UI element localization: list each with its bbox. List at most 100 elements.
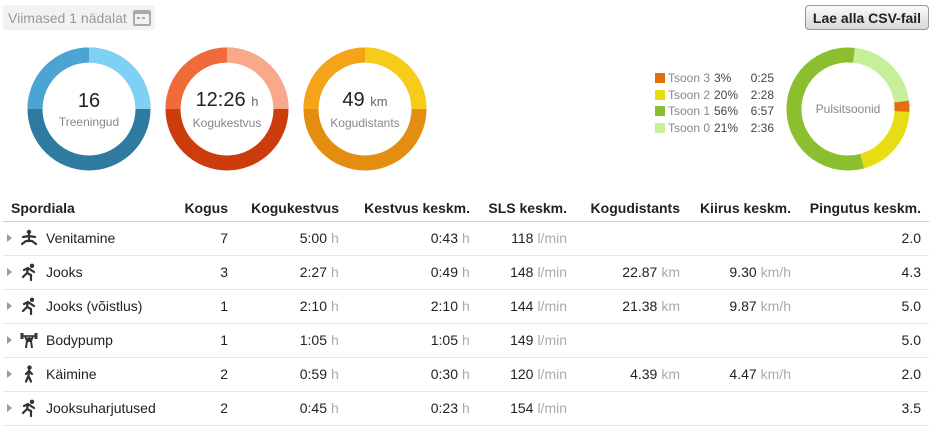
zone-time: 2:28 xyxy=(750,87,774,102)
distance-ring: 49 km Kogudistants xyxy=(302,46,428,172)
distance-caption: Kogudistants xyxy=(330,115,400,130)
zone-percent: 20% xyxy=(714,87,739,102)
sport-cell[interactable]: Venitamine xyxy=(3,221,168,256)
avg-effort-cell: 4.3 xyxy=(799,255,929,290)
sport-cell[interactable]: Jooks xyxy=(3,255,168,290)
zone-swatch xyxy=(655,122,665,133)
zone-name: Tsoon 3 xyxy=(668,71,711,85)
total-duration-cell: 0:45 h xyxy=(236,391,347,426)
sport-name: Jooksuharjutused xyxy=(46,400,156,416)
zone-name: Tsoon 2 xyxy=(668,87,711,102)
expand-icon[interactable] xyxy=(7,336,12,344)
period-selector[interactable]: Viimased 1 nädalat xyxy=(3,5,155,30)
zone-legend-item: Tsoon 2 20% 2:28 xyxy=(655,88,774,102)
total-distance-cell xyxy=(575,391,688,426)
avg-speed-cell: 9.30 km/h xyxy=(688,255,799,290)
duration-ring: 12:26 h Kogukestvus xyxy=(164,46,290,172)
ring-segment-mid xyxy=(303,47,366,110)
zone-percent: 56% xyxy=(714,104,739,118)
running-icon xyxy=(20,263,38,281)
avg-duration-cell: 0:23 h xyxy=(347,391,478,426)
avg-duration-cell: 0:43 h xyxy=(347,221,478,256)
expand-icon[interactable] xyxy=(7,404,12,412)
distance-unit: km xyxy=(370,93,388,109)
trainings-ring: 16 Treeningud xyxy=(26,46,152,172)
avg-speed-cell xyxy=(688,323,799,358)
avg-speed-cell xyxy=(688,221,799,256)
avg-hr-cell: 120 l/min xyxy=(478,357,575,392)
table-row[interactable]: Jooks (võistlus) 1 2:10 h 2:10 h 144 l/min … xyxy=(3,289,929,324)
total-distance-cell: 22.87 km xyxy=(575,255,688,290)
header-avg-speed[interactable]: Kiirus keskm. xyxy=(688,196,799,222)
avg-hr-cell: 148 l/min xyxy=(478,255,575,290)
zone-time: 6:57 xyxy=(750,104,774,118)
avg-duration-cell: 2:10 h xyxy=(347,289,478,324)
download-csv-button[interactable]: Lae alla CSV-fail xyxy=(805,5,929,30)
calendar-icon[interactable] xyxy=(132,9,151,26)
header-sport[interactable]: Spordiala xyxy=(3,196,168,222)
table-row[interactable]: Venitamine 7 5:00 h 0:43 h 118 l/min 2.0 xyxy=(3,221,929,256)
table-row[interactable]: Jooksuharjutused 2 0:45 h 0:23 h 154 l/min … xyxy=(3,391,929,426)
avg-effort-cell: 2.0 xyxy=(799,357,929,392)
avg-effort-cell: 3.5 xyxy=(799,391,929,426)
ring-segment-mid xyxy=(165,47,228,110)
zones-legend: Tsoon 3 3% 0:25 Tsoon 2 20% 2:28 Tsoon 1… xyxy=(655,71,774,137)
expand-icon[interactable] xyxy=(7,302,12,310)
distance-ring-chart xyxy=(303,47,427,171)
header-avg-hr[interactable]: SLS keskm. xyxy=(478,196,575,222)
avg-duration-cell: 0:30 h xyxy=(347,357,478,392)
header-total-duration[interactable]: Kogukestvus xyxy=(236,196,347,222)
avg-effort-cell: 2.0 xyxy=(799,221,929,256)
total-distance-cell: 4.39 km xyxy=(575,357,688,392)
sport-name: Käimine xyxy=(46,366,97,382)
count-cell: 1 xyxy=(168,323,236,358)
expand-icon[interactable] xyxy=(7,234,12,242)
header-avg-effort[interactable]: Pingutus keskm. xyxy=(799,196,929,222)
header-count[interactable]: Kogus xyxy=(168,196,236,222)
count-cell: 2 xyxy=(168,357,236,392)
expand-icon[interactable] xyxy=(7,370,12,378)
total-duration-cell: 5:00 h xyxy=(236,221,347,256)
duration-ring-chart xyxy=(165,47,289,171)
total-duration-cell: 1:05 h xyxy=(236,323,347,358)
duration-unit: h xyxy=(251,93,259,109)
walking-icon xyxy=(20,365,38,383)
avg-duration-cell: 0:49 h xyxy=(347,255,478,290)
ring-segment-mid xyxy=(27,47,90,110)
sport-cell[interactable]: Jooks (võistlus) xyxy=(3,289,168,324)
table-row[interactable]: Bodypump 1 1:05 h 1:05 h 149 l/min 5.0 xyxy=(3,323,929,358)
zone-legend-item: Tsoon 1 56% 6:57 xyxy=(655,104,774,118)
avg-speed-cell: 9.87 km/h xyxy=(688,289,799,324)
table-row[interactable]: Jooks 3 2:27 h 0:49 h 148 l/min 22.87 km 9.3… xyxy=(3,255,929,290)
zone-legend-item: Tsoon 3 3% 0:25 xyxy=(655,71,774,85)
zone-segment xyxy=(786,47,865,171)
expand-icon[interactable] xyxy=(7,268,12,276)
sport-cell[interactable]: Bodypump xyxy=(3,323,168,358)
zone-percent: 3% xyxy=(714,71,732,85)
zones-ring-chart xyxy=(786,47,910,171)
period-label: Viimased 1 nädalat xyxy=(8,9,127,26)
duration-caption: Kogukestvus xyxy=(192,115,262,130)
total-distance-cell: 21.38 km xyxy=(575,289,688,324)
count-cell: 7 xyxy=(168,221,236,256)
running-icon xyxy=(20,297,38,315)
zones-ring: Pulsitsoonid xyxy=(785,46,911,172)
ring-segment-accent xyxy=(226,47,289,110)
header-avg-duration[interactable]: Kestvus keskm. xyxy=(347,196,478,222)
duration-value: 12:26 xyxy=(195,88,246,111)
zone-segment xyxy=(894,100,910,113)
sport-name: Jooks xyxy=(46,264,83,280)
zone-swatch xyxy=(655,73,665,83)
zone-percent: 21% xyxy=(714,120,739,135)
sport-cell[interactable]: Käimine xyxy=(3,357,168,392)
stretching-icon xyxy=(20,229,38,247)
avg-hr-cell: 144 l/min xyxy=(478,289,575,324)
avg-hr-cell: 149 l/min xyxy=(478,323,575,358)
count-cell: 1 xyxy=(168,289,236,324)
avg-hr-cell: 118 l/min xyxy=(478,221,575,256)
zone-legend-item: Tsoon 0 21% 2:36 xyxy=(655,121,774,135)
sport-cell[interactable]: Jooksuharjutused xyxy=(3,391,168,426)
table-row[interactable]: Käimine 2 0:59 h 0:30 h 120 l/min 4.39 km 4.… xyxy=(3,357,929,392)
sports-table: Spordiala Kogus Kogukestvus Kestvus kesk… xyxy=(3,196,929,426)
header-total-distance[interactable]: Kogudistants xyxy=(575,196,688,222)
